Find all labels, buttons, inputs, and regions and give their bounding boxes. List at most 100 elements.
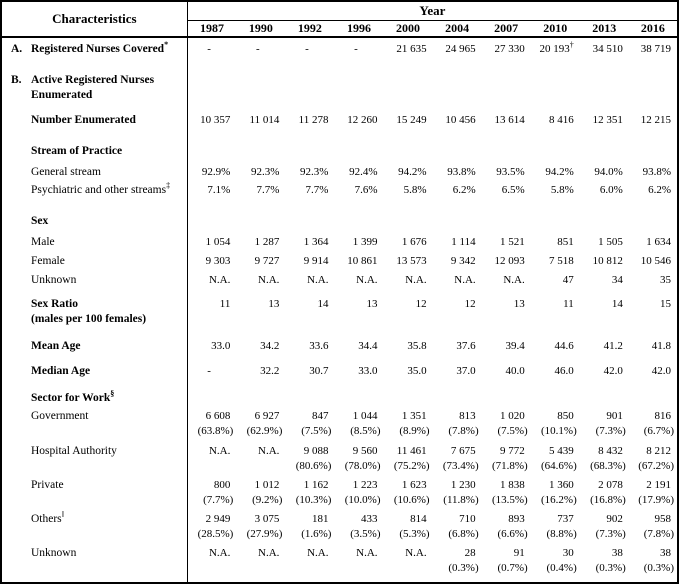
- cell-value: 958: [654, 513, 672, 525]
- row-label-text: Unknown: [31, 547, 77, 559]
- cell-percentage: (0.4%): [546, 562, 577, 574]
- cell-value: 2 949: [205, 513, 231, 525]
- cell-female-2016: 10 546: [640, 255, 671, 267]
- cell-hospital-authority-2016: 8 212 (67.2%): [629, 440, 678, 475]
- cell-value: 8 212: [646, 445, 671, 457]
- cell-percentage: (7.7%): [203, 494, 234, 506]
- row-label-mean-age: Mean Age: [1, 328, 188, 355]
- row-label-text: Private: [31, 479, 64, 491]
- row-label-hospital-authority: Hospital Authority: [1, 440, 188, 475]
- cell-value: 800: [213, 479, 231, 491]
- cell-value: 901: [606, 410, 623, 422]
- cell-male-1992: 1 364: [303, 236, 329, 248]
- cell-others-2010: 737 (8.8%): [531, 509, 580, 543]
- cell-government-1990: 6 927 (62.9%): [236, 407, 285, 440]
- cell-percentage: (9.2%): [252, 494, 283, 506]
- cell-male-2000: 1 676: [401, 236, 427, 248]
- cell-percentage: (71.8%): [491, 460, 528, 472]
- cell-government-1987: 6 608 (63.8%): [187, 407, 236, 440]
- cell-general-stream-1990: 92.3%: [250, 166, 280, 178]
- cell-registered-covered-1992: -: [305, 43, 309, 55]
- year-column-header: 1992: [285, 20, 335, 38]
- cell-value: 737: [557, 513, 574, 525]
- row-label-stream-of-practice: Stream of Practice: [1, 129, 188, 160]
- cell-percentage: (10.3%): [295, 494, 332, 506]
- row-label-text: Registered Nurses Covered*: [31, 40, 169, 55]
- cell-value: 893: [508, 513, 525, 525]
- cell-median-age-2013: 42.0: [603, 365, 623, 377]
- cell-private-1990: 1 012 (9.2%): [236, 475, 285, 509]
- year-column-header: 2007: [481, 20, 531, 38]
- row-label-text: Active Registered Nurses: [31, 74, 155, 86]
- cell-value: 6 927: [254, 410, 280, 422]
- year-column-header: 2016: [628, 20, 678, 38]
- row-label-male: Male: [1, 230, 188, 251]
- cell-hospital-authority-2000: 11 461 (75.2%): [384, 440, 433, 475]
- row-label-text: Sex Ratio: [31, 298, 78, 310]
- cell-percentage: (6.7%): [643, 425, 674, 437]
- cell-percentage: (28.5%): [197, 528, 234, 540]
- cell-registered-covered-1996: -: [354, 43, 358, 55]
- cell-value: 710: [459, 513, 476, 525]
- table-row-registered-covered: A. Registered Nurses Covered* - - - - 21 635 24…: [1, 37, 678, 58]
- header-row-years: 1987 1990 1992 1996 2000 2004 2007 2010 …: [1, 20, 678, 38]
- cell-private-2013: 2 078 (16.8%): [580, 475, 629, 509]
- cell-general-stream-2013: 94.0%: [594, 166, 623, 178]
- cell-psychiatric-streams-2013: 6.0%: [599, 184, 623, 196]
- cell-mean-age-2004: 37.6: [456, 340, 476, 352]
- row-label-registered-covered: A. Registered Nurses Covered*: [1, 37, 188, 58]
- cell-private-2004: 1 230 (11.8%): [433, 475, 482, 509]
- footnote-marker: ‖: [61, 510, 64, 520]
- cell-value: 847: [311, 410, 329, 422]
- cell-value: 9 088: [303, 445, 329, 457]
- row-label-sector-for-work: Sector for Work§: [1, 380, 188, 407]
- cell-female-2013: 10 812: [592, 255, 623, 267]
- cell-hospital-authority-2013: 8 432 (68.3%): [580, 440, 629, 475]
- cell-percentage: (73.4%): [442, 460, 479, 472]
- cell-number-enumerated-1990: 11 014: [249, 114, 280, 126]
- row-label-psychiatric-streams: Psychiatric and other streams‡: [1, 181, 188, 199]
- table-row-unknown-sector: Unknown N.A. N.A. N.A. N.A. N.A. 28 (0.3%) 91 (0.…: [1, 543, 678, 583]
- cell-private-2010: 1 360 (16.2%): [531, 475, 580, 509]
- cell-value: 9 772: [499, 445, 525, 457]
- cell-value: 850: [557, 410, 574, 422]
- cell-percentage: (27.9%): [246, 528, 283, 540]
- cell-unknown-sector-2004: 28 (0.3%): [433, 543, 482, 583]
- cell-female-1987: 9 303: [205, 255, 231, 267]
- cell-value: 814: [410, 513, 427, 525]
- cell-general-stream-2007: 93.5%: [496, 166, 525, 178]
- footnote-marker: §: [110, 389, 115, 399]
- cell-mean-age-2010: 44.6: [554, 340, 574, 352]
- cell-psychiatric-streams-2016: 6.2%: [648, 184, 671, 196]
- row-label-text: Hospital Authority: [31, 445, 117, 457]
- cell-median-age-1990: 32.2: [260, 365, 280, 377]
- cell-registered-covered-2010: 20 193†: [531, 37, 580, 58]
- cell-others-2000: 814 (5.3%): [384, 509, 433, 543]
- cell-number-enumerated-2010: 8 416: [549, 114, 574, 126]
- cell-general-stream-1987: 92.9%: [201, 166, 231, 178]
- cell-percentage: (6.6%): [497, 528, 528, 540]
- cell-psychiatric-streams-1990: 7.7%: [256, 184, 280, 196]
- cell-female-2010: 7 518: [549, 255, 574, 267]
- row-label-unknown-sector: Unknown: [1, 543, 188, 583]
- cell-value: 38: [660, 547, 671, 559]
- row-label-female: Female: [1, 251, 188, 270]
- cell-unknown-sector-2000: N.A.: [405, 547, 427, 559]
- cell-others-1996: 433 (3.5%): [334, 509, 383, 543]
- cell-general-stream-1996: 92.4%: [349, 166, 378, 178]
- cell-percentage: (1.6%): [301, 528, 332, 540]
- table-row-sector-for-work: Sector for Work§: [1, 380, 678, 407]
- cell-value: 181: [311, 513, 329, 525]
- cell-value: 5 439: [549, 445, 574, 457]
- cell-sex-ratio-2000: 12: [415, 298, 427, 310]
- cell-value: 20 193†: [539, 40, 574, 55]
- row-label-unknown-sex: Unknown: [1, 270, 188, 289]
- cell-government-2004: 813 (7.8%): [433, 407, 482, 440]
- cell-median-age-2004: 37.0: [456, 365, 476, 377]
- row-label-general-stream: General stream: [1, 160, 188, 181]
- table-row-male: Male 1 054 1 287 1 364 1 399 1 676 1 114 1 521 8…: [1, 230, 678, 251]
- cell-general-stream-2004: 93.8%: [447, 166, 476, 178]
- cell-registered-covered-2013: 34 510: [592, 43, 623, 55]
- cell-mean-age-1996: 34.4: [358, 340, 378, 352]
